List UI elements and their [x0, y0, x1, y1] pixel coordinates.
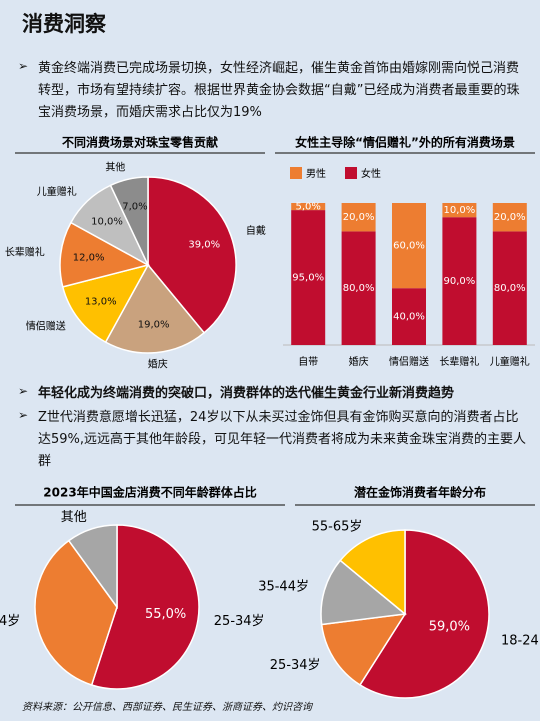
pie-slice [34, 539, 118, 686]
pie-slice [67, 524, 118, 610]
bar [392, 288, 426, 345]
value-label: 80,0% [494, 283, 526, 294]
arrow: ➢ [18, 59, 29, 73]
bullet: 年轻化成为终端消费的突破口，消费群体的迭代催生黄金行业新消费趋势 [38, 386, 455, 401]
x-tick-label: 自带 [298, 355, 318, 368]
value-label: 59,0% [429, 619, 470, 634]
chart-title: 女性主导除“情侣赠礼”外的所有消费场景 [295, 135, 515, 150]
value-label: 10,0% [91, 216, 123, 227]
pie-slice [339, 529, 406, 616]
bullet: 黄金终端消费已完成场景切换，女性经济崛起，催生黄金首饰由婚嫁刚需向悦己消费转型，… [38, 61, 520, 120]
slice-label: 自戴 [246, 224, 266, 237]
bar [492, 203, 527, 232]
bullet: Z世代消费意愿增长迅猛，24岁以下从未买过金饰但具有金饰购买意向的消费者占比达5… [38, 410, 527, 469]
arrow: ➢ [18, 408, 29, 422]
chart-title: 不同消费场景对珠宝零售贡献 [62, 135, 218, 150]
bar [291, 210, 326, 345]
pie-slice [320, 559, 407, 626]
value-label: 55,0% [145, 607, 186, 622]
slice-label: 情侣赠送 [26, 319, 66, 332]
chart-title: 潜在金饰消费者年龄分布 [354, 485, 486, 500]
x-tick-label: 儿童赠礼 [490, 355, 530, 368]
slice-label: 长辈赠礼 [5, 245, 45, 258]
pie-slice [358, 529, 490, 699]
value-label: 40,0% [393, 312, 425, 323]
legend-swatch [345, 167, 357, 179]
value-label: 13,0% [85, 297, 117, 308]
value-label: 80,0% [343, 283, 375, 294]
value-label: 20,0% [494, 212, 526, 223]
bar [341, 231, 376, 345]
bar [442, 217, 477, 345]
slice-label: 其他 [61, 510, 87, 525]
slice-label: 35-44岁 [258, 580, 309, 595]
value-label: 7,0% [122, 202, 147, 213]
legend-label: 男性 [306, 167, 326, 180]
pie-slice [90, 524, 200, 690]
slice-label: 儿童赠礼 [37, 185, 77, 198]
value-label: 19,0% [138, 320, 170, 331]
bar [442, 203, 477, 218]
x-tick-label: 婚庆 [349, 355, 369, 368]
value-label: 95,0% [292, 273, 324, 284]
pie-slice [147, 176, 237, 334]
value-label: 5,0% [295, 202, 320, 213]
pie-slice [59, 221, 151, 288]
bar [291, 203, 326, 211]
bar [341, 203, 376, 232]
pie-slice [104, 263, 206, 354]
chart-title: 2023年中国金店消费不同年龄群体占比 [43, 485, 256, 500]
slice-label: 其他 [105, 160, 125, 173]
x-tick-label: 长辈赠礼 [439, 355, 479, 368]
bar [492, 231, 527, 345]
value-label: 10,0% [444, 205, 476, 216]
value-label: 39,0% [188, 240, 220, 251]
source: 资料来源：公开信息、西部证券、民生证券、浙商证券、灼识咨询 [22, 702, 312, 713]
value-label: 90,0% [444, 276, 476, 287]
pie-slice [61, 263, 150, 344]
slice-label: 18-24岁 [501, 633, 540, 648]
pie-slice [320, 613, 407, 686]
value-label: 60,0% [393, 241, 425, 252]
x-tick-label: 情侣赠送 [389, 355, 429, 368]
title: 消费洞察 [22, 11, 106, 36]
slice-label: 25-34岁 [270, 658, 321, 673]
slice-label: 55-65岁 [312, 520, 363, 535]
legend-label: 女性 [361, 167, 381, 180]
slice-label: 25-34岁 [214, 614, 265, 629]
value-label: 20,0% [343, 212, 375, 223]
value-label: 12,0% [73, 253, 105, 264]
slice-label: 婚庆 [148, 358, 168, 371]
bar [392, 203, 426, 289]
legend-swatch [290, 167, 302, 179]
slice-label: 35-44岁 [0, 614, 20, 629]
arrow: ➢ [18, 384, 29, 398]
pie-slice [109, 176, 149, 266]
